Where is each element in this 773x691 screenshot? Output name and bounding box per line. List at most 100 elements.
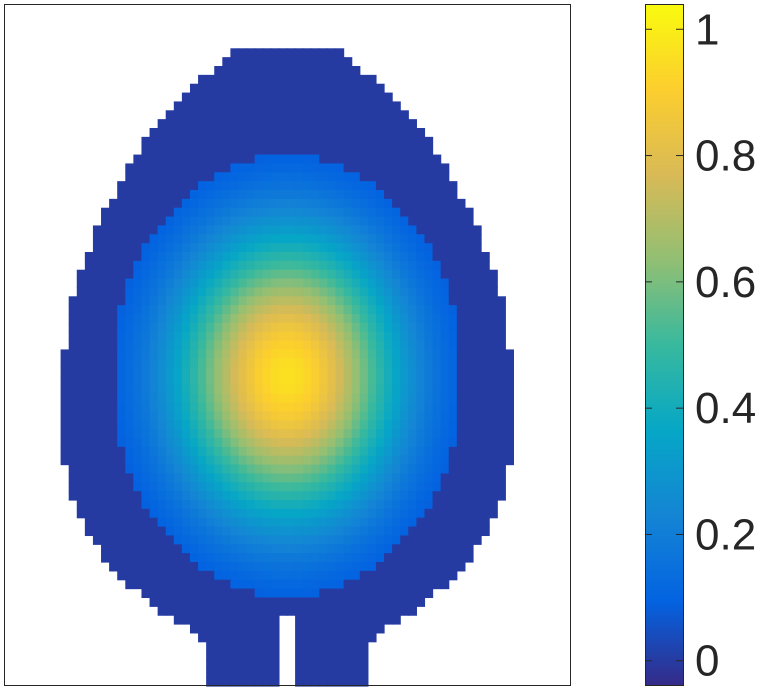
heatmap-cell [254,66,264,76]
heatmap-cell [367,473,377,483]
heatmap-cell [295,606,304,616]
heatmap-cell [270,136,280,147]
heatmap-cell [408,278,417,289]
heatmap-cell [367,305,377,315]
heatmap-cell [230,163,240,173]
heatmap-cell [222,677,231,687]
heatmap-cell [416,570,426,581]
heatmap-cell [456,340,466,351]
heatmap-cell [481,314,490,324]
heatmap-cell [311,588,320,599]
heatmap-cell [319,172,329,182]
heatmap-cell [384,252,393,262]
heatmap-cell [335,314,345,324]
heatmap-cell [157,367,167,377]
heatmap-cell [157,287,167,297]
heatmap-cell [84,411,94,421]
heatmap-cell [472,269,482,280]
heatmap-cell [206,535,215,545]
heatmap-cell [238,562,248,572]
heatmap-cell [448,535,458,545]
heatmap-cell [181,154,191,165]
heatmap-cell [432,579,442,590]
heatmap-cell [303,579,312,590]
heatmap-cell [181,305,191,315]
heatmap-cell [440,314,450,324]
heatmap-cell [222,110,231,120]
heatmap-cell [222,570,231,581]
heatmap-cell [432,243,442,253]
heatmap-cell [335,154,345,165]
heatmap-cell [246,641,256,652]
heatmap-cell [392,535,401,545]
heatmap-cell [181,110,191,120]
heatmap-cell [351,393,361,404]
heatmap-cell [375,322,385,333]
heatmap-cell [375,172,385,182]
heatmap-cell [319,198,329,209]
heatmap-cell [278,376,288,386]
heatmap-cell [157,243,167,253]
heatmap-cell [157,340,167,351]
heatmap-cell [295,66,304,76]
heatmap-cell [319,163,329,173]
heatmap-cell [222,136,231,147]
heatmap-cell [76,305,86,315]
heatmap-cell [295,668,304,678]
heatmap-cell [384,243,393,253]
heatmap-cell [489,482,498,492]
heatmap-cell [149,216,159,227]
heatmap-cell [117,526,126,537]
heatmap-cell [319,668,329,678]
heatmap-cell [448,517,458,528]
heatmap-cell [238,677,248,687]
heatmap-cell [198,252,207,262]
heatmap-cell [262,482,272,492]
heatmap-cell [173,526,183,537]
heatmap-cell [189,464,199,475]
heatmap-cell [489,446,498,457]
heatmap-cell [84,438,94,448]
heatmap-cell [214,243,223,253]
heatmap-cell [133,491,143,501]
heatmap-cell [400,491,409,501]
heatmap-cell [68,367,78,377]
heatmap-cell [359,181,369,191]
heatmap-cell [335,190,345,200]
heatmap-cell [335,358,345,368]
heatmap-cell [384,393,393,404]
heatmap-cell [416,216,426,227]
heatmap-cell [149,234,159,244]
heatmap-cell [343,668,353,678]
heatmap-cell [295,110,304,120]
heatmap-cell [84,473,94,483]
heatmap-cell [278,544,288,554]
heatmap-cell [295,305,304,315]
heatmap-cell [157,154,167,165]
heatmap-cell [238,101,248,111]
heatmap-cell [303,624,312,634]
heatmap-cell [133,526,143,537]
heatmap-cell [400,517,409,528]
heatmap-cell [408,119,417,129]
heatmap-cell [222,615,231,625]
heatmap-cell [375,562,385,572]
heatmap-cell [384,145,393,156]
heatmap-cell [359,429,369,439]
heatmap-cell [165,128,175,138]
heatmap-cell [303,154,312,165]
heatmap-cell [133,260,143,271]
heatmap-cell [456,402,466,413]
heatmap-cell [189,358,199,368]
heatmap-cell [262,119,272,129]
heatmap-cell [181,278,191,289]
heatmap-cell [149,145,159,156]
heatmap-cell [198,553,207,563]
heatmap-cell [133,420,143,430]
heatmap-cell [222,402,231,413]
heatmap-cell [92,260,102,271]
heatmap-cell [278,110,288,120]
heatmap-cell [101,367,110,377]
heatmap-cell [303,314,312,324]
heatmap-cell [351,570,361,581]
